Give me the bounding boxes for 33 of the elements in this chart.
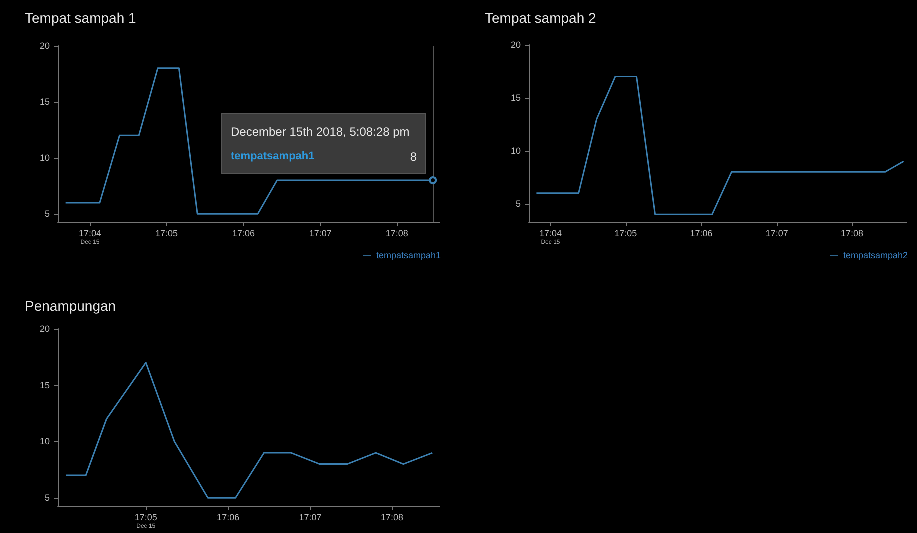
- chart-title: Tempat sampah 1: [25, 10, 136, 26]
- x-tick-label: 17:08: [386, 228, 408, 238]
- y-tick-label: 5: [516, 198, 521, 209]
- y-tick-label: 10: [40, 436, 50, 447]
- y-tick-label: 20: [40, 41, 50, 51]
- y-tick-label: 10: [40, 153, 50, 164]
- x-tick-label: 17:06: [232, 228, 255, 238]
- chart-title: Tempat sampah 2: [485, 10, 596, 26]
- x-tick-label: 17:05: [614, 228, 638, 238]
- text: tempatsampah1: [231, 150, 315, 162]
- y-tick-label: 20: [510, 40, 521, 50]
- x-tick-label: 17:06: [690, 228, 713, 238]
- chart-title: Penampungan: [25, 298, 116, 314]
- annotation: 8: [410, 150, 418, 164]
- y-tick-label: 15: [40, 97, 50, 108]
- y-tick-label: 15: [510, 92, 521, 103]
- y-tick-label: 20: [40, 324, 50, 334]
- x-tick-label: 17:07: [766, 228, 788, 238]
- x-tick-label: 17:08: [840, 228, 864, 238]
- x-tick-label: 17:07: [299, 512, 322, 522]
- y-tick-label: 15: [40, 380, 50, 390]
- annotation: December 15th 2018, 5:08:28 pm: [231, 125, 410, 139]
- y-tick-label: 10: [510, 146, 521, 156]
- y-tick-label: 5: [44, 493, 50, 504]
- x-tick-label: 17:05: [155, 228, 178, 238]
- line-series: [536, 76, 905, 216]
- x-tick-label: 17:07: [309, 228, 332, 238]
- x-tick-label: 17:06: [217, 512, 240, 522]
- x-tick-label: 17:08: [380, 512, 404, 522]
- legend-label: tempatsampah1: [376, 250, 442, 260]
- y-tick-label: 5: [44, 209, 50, 220]
- legend-label: tempatsampah2: [843, 250, 908, 260]
- line-series: [66, 362, 434, 499]
